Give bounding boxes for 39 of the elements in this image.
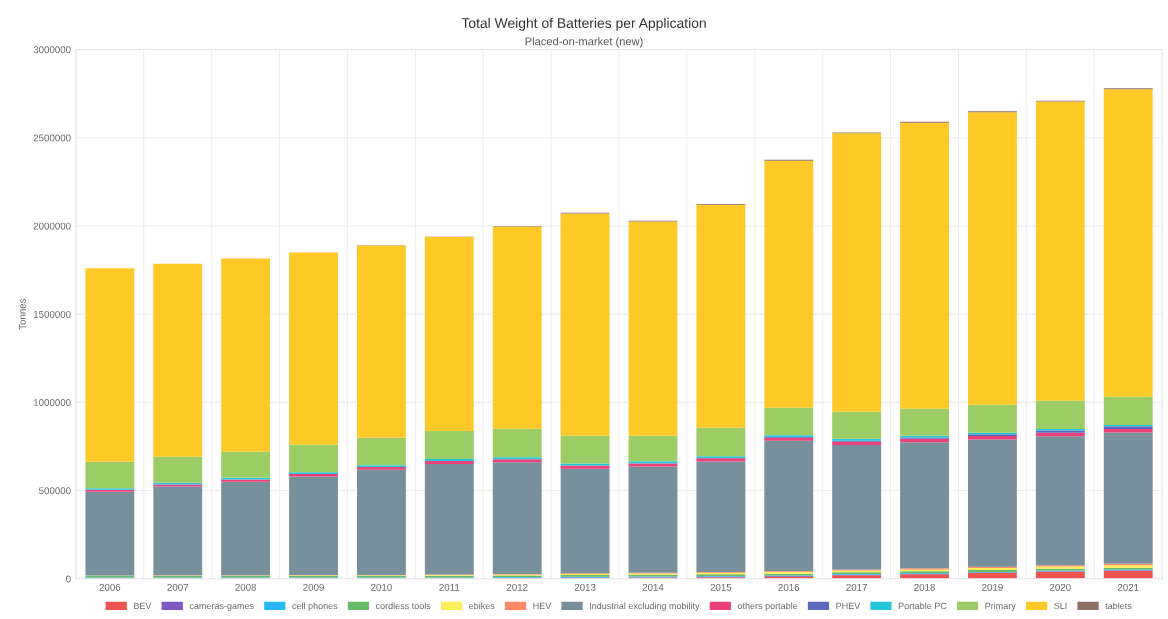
x-tick-label: 2012: [506, 583, 528, 591]
y-tick-label: 2000000: [33, 222, 71, 230]
legend-label: BEV: [134, 602, 152, 609]
legend-label: SLI: [1054, 602, 1067, 610]
legend-label: Industrial excluding mobility: [590, 602, 700, 611]
legend-label: Portable PC: [898, 602, 947, 610]
x-tick-label: 2017: [846, 583, 867, 591]
x-tick-label: 2010: [371, 583, 392, 591]
legend-label: others portable: [737, 602, 798, 611]
legend-label: cameras-games: [189, 604, 254, 611]
legend-label: HEV: [533, 602, 552, 609]
y-tick-label: 3000000: [33, 46, 71, 54]
x-tick-label: 2021: [1117, 583, 1139, 591]
x-tick-label: 2009: [303, 583, 324, 591]
x-tick-label: 2018: [914, 583, 935, 591]
legend-label: Primary: [985, 602, 1016, 611]
y-tick-label: 2500000: [33, 134, 71, 142]
legend-label: cell phones: [292, 602, 338, 611]
y-tick-label: 1500000: [33, 310, 71, 318]
x-tick-label: 2013: [574, 583, 596, 591]
x-tick-label: 2006: [99, 583, 121, 591]
legend-label: tablets: [1105, 602, 1132, 610]
legend-label: PHEV: [836, 602, 861, 609]
x-tick-label: 2016: [778, 583, 800, 591]
y-axis-title: Tonnes: [18, 298, 26, 330]
x-tick-label: 2019: [982, 583, 1003, 591]
y-tick-label: 500000: [39, 487, 71, 495]
chart-title: Total Weight of Batteries per Application: [461, 17, 706, 31]
y-tick-label: 1000000: [33, 399, 71, 406]
x-tick-label: 2020: [1050, 583, 1071, 591]
x-tick-label: 2007: [167, 583, 189, 591]
chart-subtitle: Placed-on-market (new): [525, 37, 643, 48]
x-tick-label: 2015: [710, 583, 732, 591]
legend-label: ebikes: [469, 602, 495, 610]
x-tick-label: 2008: [235, 583, 257, 591]
y-tick-label: 0: [66, 575, 71, 583]
legend-label: cordless tools: [375, 602, 431, 610]
x-tick-label: 2014: [642, 583, 664, 591]
x-tick-label: 2011: [439, 583, 460, 591]
